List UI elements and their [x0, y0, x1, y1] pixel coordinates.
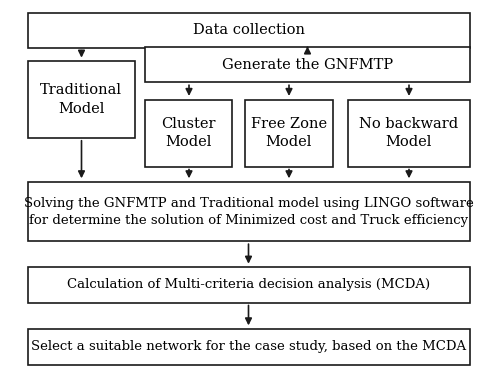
FancyBboxPatch shape — [28, 329, 470, 365]
Text: Solving the GNFMTP and Traditional model using LINGO software
for determine the : Solving the GNFMTP and Traditional model… — [24, 196, 473, 227]
FancyBboxPatch shape — [28, 13, 470, 48]
FancyBboxPatch shape — [28, 182, 470, 241]
Text: Calculation of Multi-criteria decision analysis (MCDA): Calculation of Multi-criteria decision a… — [67, 278, 430, 291]
Text: Data collection: Data collection — [193, 23, 305, 37]
Text: No backward
Model: No backward Model — [359, 117, 458, 149]
Text: Traditional
Model: Traditional Model — [40, 83, 122, 116]
FancyBboxPatch shape — [245, 100, 332, 167]
FancyBboxPatch shape — [348, 100, 470, 167]
FancyBboxPatch shape — [145, 47, 470, 82]
Text: Cluster
Model: Cluster Model — [162, 117, 216, 149]
Text: Generate the GNFMTP: Generate the GNFMTP — [222, 58, 393, 72]
Text: Select a suitable network for the case study, based on the MCDA: Select a suitable network for the case s… — [31, 340, 466, 354]
Text: Free Zone
Model: Free Zone Model — [250, 117, 327, 149]
FancyBboxPatch shape — [145, 100, 233, 167]
FancyBboxPatch shape — [28, 267, 470, 303]
FancyBboxPatch shape — [28, 61, 135, 138]
